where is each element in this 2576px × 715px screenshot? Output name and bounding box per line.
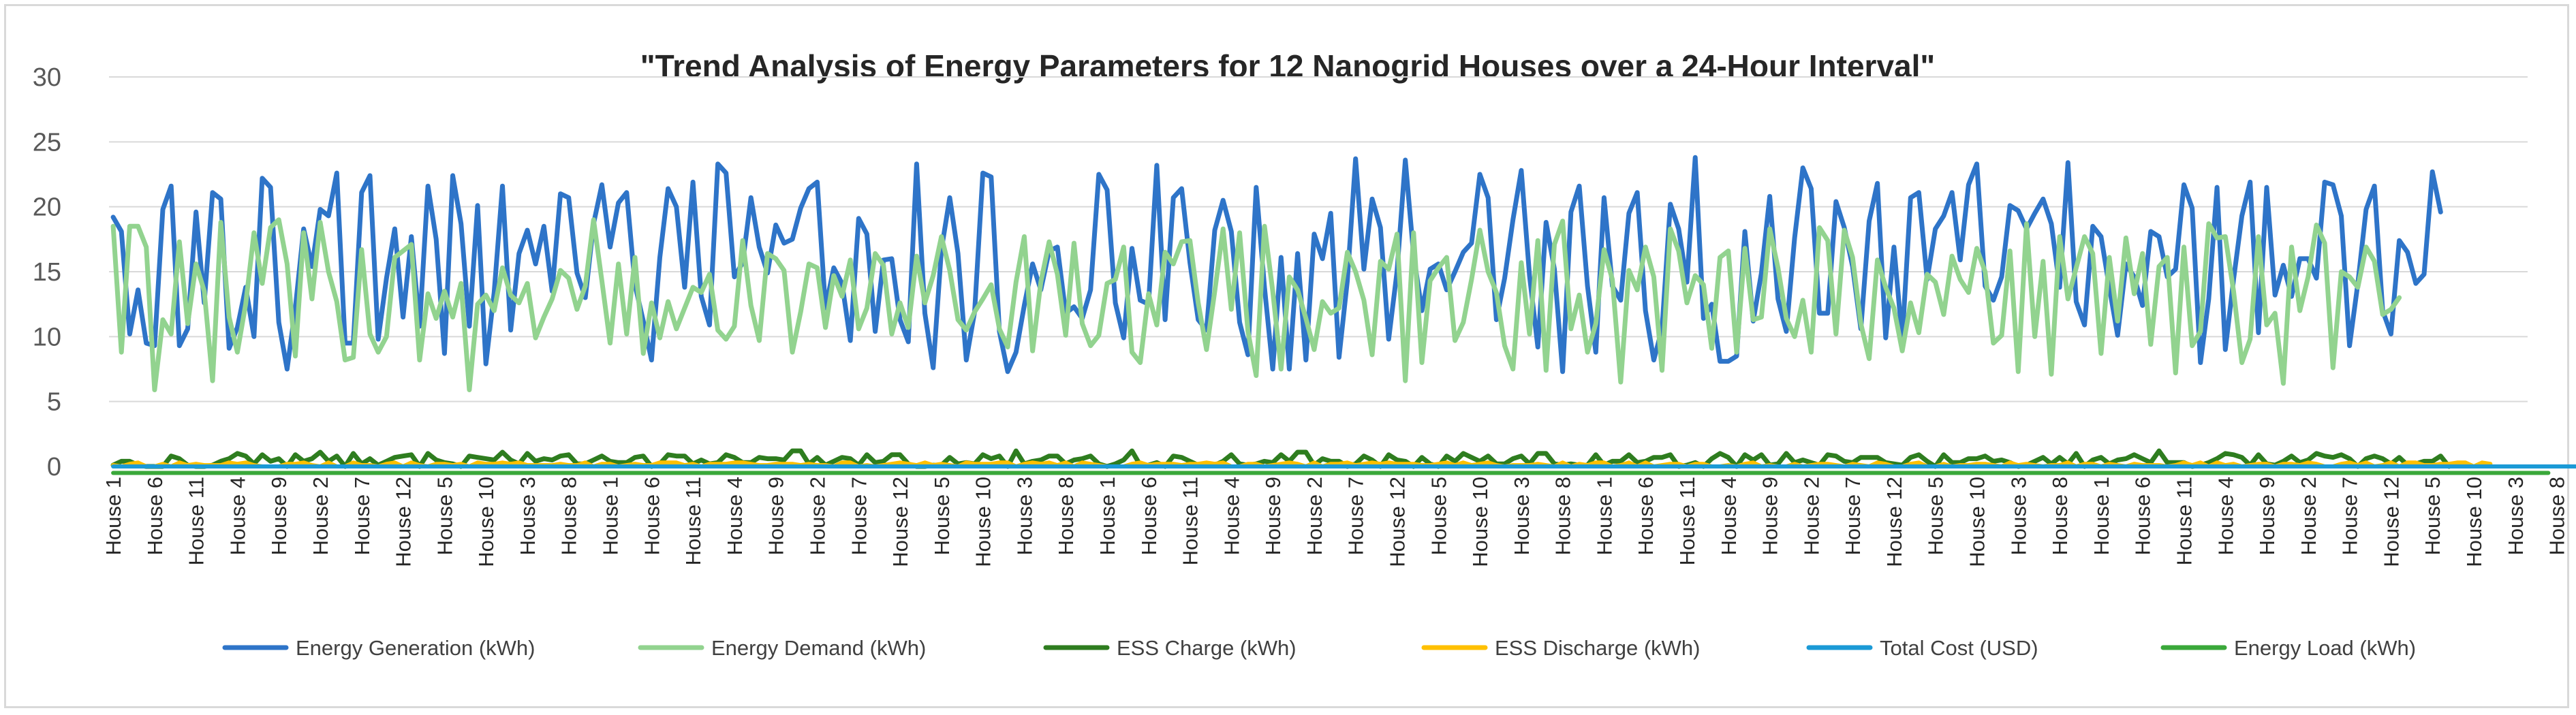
x-tick-label: House 12	[392, 477, 416, 567]
x-tick-label: House 1	[102, 477, 125, 555]
x-tick-label: House 6	[1137, 477, 1161, 555]
x-tick-label: House 5	[2421, 477, 2445, 555]
chart-title: "Trend Analysis of Energy Parameters for…	[640, 48, 1935, 84]
x-tick-label: House 2	[1799, 477, 1823, 555]
x-tick-label: House 7	[847, 477, 871, 555]
x-tick-label: House 10	[2462, 477, 2486, 567]
x-tick-label: House 2	[1303, 477, 1326, 555]
x-tick-label: House 6	[143, 477, 167, 555]
x-tick-label: House 6	[1634, 477, 1658, 555]
legend-label-0: Energy Generation (kWh)	[296, 636, 535, 660]
x-tick-label: House 11	[681, 477, 705, 565]
x-tick-label: House 1	[2090, 477, 2113, 555]
x-tick-label: House 1	[1592, 477, 1616, 555]
x-tick-label: House 12	[1882, 477, 1906, 567]
x-tick-label: House 12	[888, 477, 912, 567]
series-line-2	[110, 448, 2451, 469]
legend: Energy Generation (kWh) Energy Demand (kW…	[222, 636, 2416, 660]
x-tick-label: House 8	[1551, 477, 1575, 555]
x-tick-label: House 5	[433, 477, 456, 555]
x-tick-label: House 3	[1012, 477, 1036, 555]
x-tick-label: House 9	[1758, 477, 1782, 555]
x-tick-label: House 9	[1261, 477, 1285, 555]
x-tick-label: House 7	[350, 477, 374, 555]
y-tick-label: 20	[33, 193, 61, 222]
x-tick-label: House 8	[2545, 477, 2569, 555]
x-tick-label: House 1	[1096, 477, 1119, 555]
x-tick-label: House 7	[1841, 477, 1865, 555]
x-tick-label: House 4	[226, 477, 249, 555]
x-tick-label: House 2	[805, 477, 829, 555]
y-tick-label: 0	[47, 453, 61, 481]
x-tick-label: House 5	[930, 477, 954, 555]
x-tick-label: House 11	[1179, 477, 1202, 565]
x-tick-label: House 4	[723, 477, 747, 555]
x-tick-label: House 11	[185, 477, 208, 565]
x-tick-label: House 6	[2131, 477, 2155, 555]
legend-label-1: Energy Demand (kWh)	[711, 636, 926, 660]
x-tick-label: House 2	[309, 477, 332, 555]
y-tick-label: 10	[33, 323, 61, 351]
x-tick-label: House 10	[1468, 477, 1492, 567]
x-tick-label: House 10	[474, 477, 498, 567]
x-tick-label: House 5	[1924, 477, 1948, 555]
x-tick-label: House 3	[1510, 477, 1534, 555]
x-tick-label: House 10	[1966, 477, 1989, 567]
x-tick-label: House 7	[2338, 477, 2362, 555]
y-tick-label: 15	[33, 258, 61, 287]
x-tick-label: House 2	[2297, 477, 2321, 555]
series-lines	[110, 155, 2576, 475]
x-tick-label: House 7	[1344, 477, 1368, 555]
x-tick-label: House 12	[2379, 477, 2403, 567]
x-tick-label: House 8	[557, 477, 581, 555]
x-tick-label: House 8	[1054, 477, 1078, 555]
x-axis-ticks: House 1 House 6 House 11 House 4 House 9 Hous…	[102, 477, 2569, 567]
legend-label-2: ESS Charge (kWh)	[1117, 636, 1297, 660]
x-tick-label: House 5	[1427, 477, 1450, 555]
x-tick-label: House 4	[2214, 477, 2237, 555]
x-tick-label: House 10	[972, 477, 995, 567]
x-tick-label: House 9	[2255, 477, 2279, 555]
legend-label-3: ESS Discharge (kWh)	[1495, 636, 1700, 660]
x-tick-label: House 6	[640, 477, 664, 555]
x-tick-label: House 12	[1385, 477, 1409, 567]
x-tick-label: House 3	[516, 477, 540, 555]
y-tick-label: 25	[33, 128, 61, 157]
x-tick-label: House 3	[2006, 477, 2030, 555]
legend-label-4: Total Cost (USD)	[1880, 636, 2038, 660]
x-tick-label: House 4	[1717, 477, 1741, 555]
grid-lines	[109, 76, 2528, 402]
x-tick-label: House 4	[1220, 477, 1243, 555]
x-tick-label: House 8	[2048, 477, 2072, 555]
y-axis-ticks: 0 5 10 15 20 25 30	[33, 63, 61, 481]
x-tick-label: House 11	[1675, 477, 1699, 565]
series-line-1	[110, 217, 2402, 392]
x-tick-label: House 11	[2172, 477, 2196, 565]
x-tick-label: House 9	[764, 477, 788, 555]
y-tick-label: 5	[47, 388, 61, 417]
legend-label-5: Energy Load (kWh)	[2234, 636, 2416, 660]
y-tick-label: 30	[33, 63, 61, 92]
x-tick-label: House 1	[599, 477, 623, 555]
x-tick-label: House 9	[267, 477, 291, 555]
x-tick-label: House 3	[2504, 477, 2528, 555]
